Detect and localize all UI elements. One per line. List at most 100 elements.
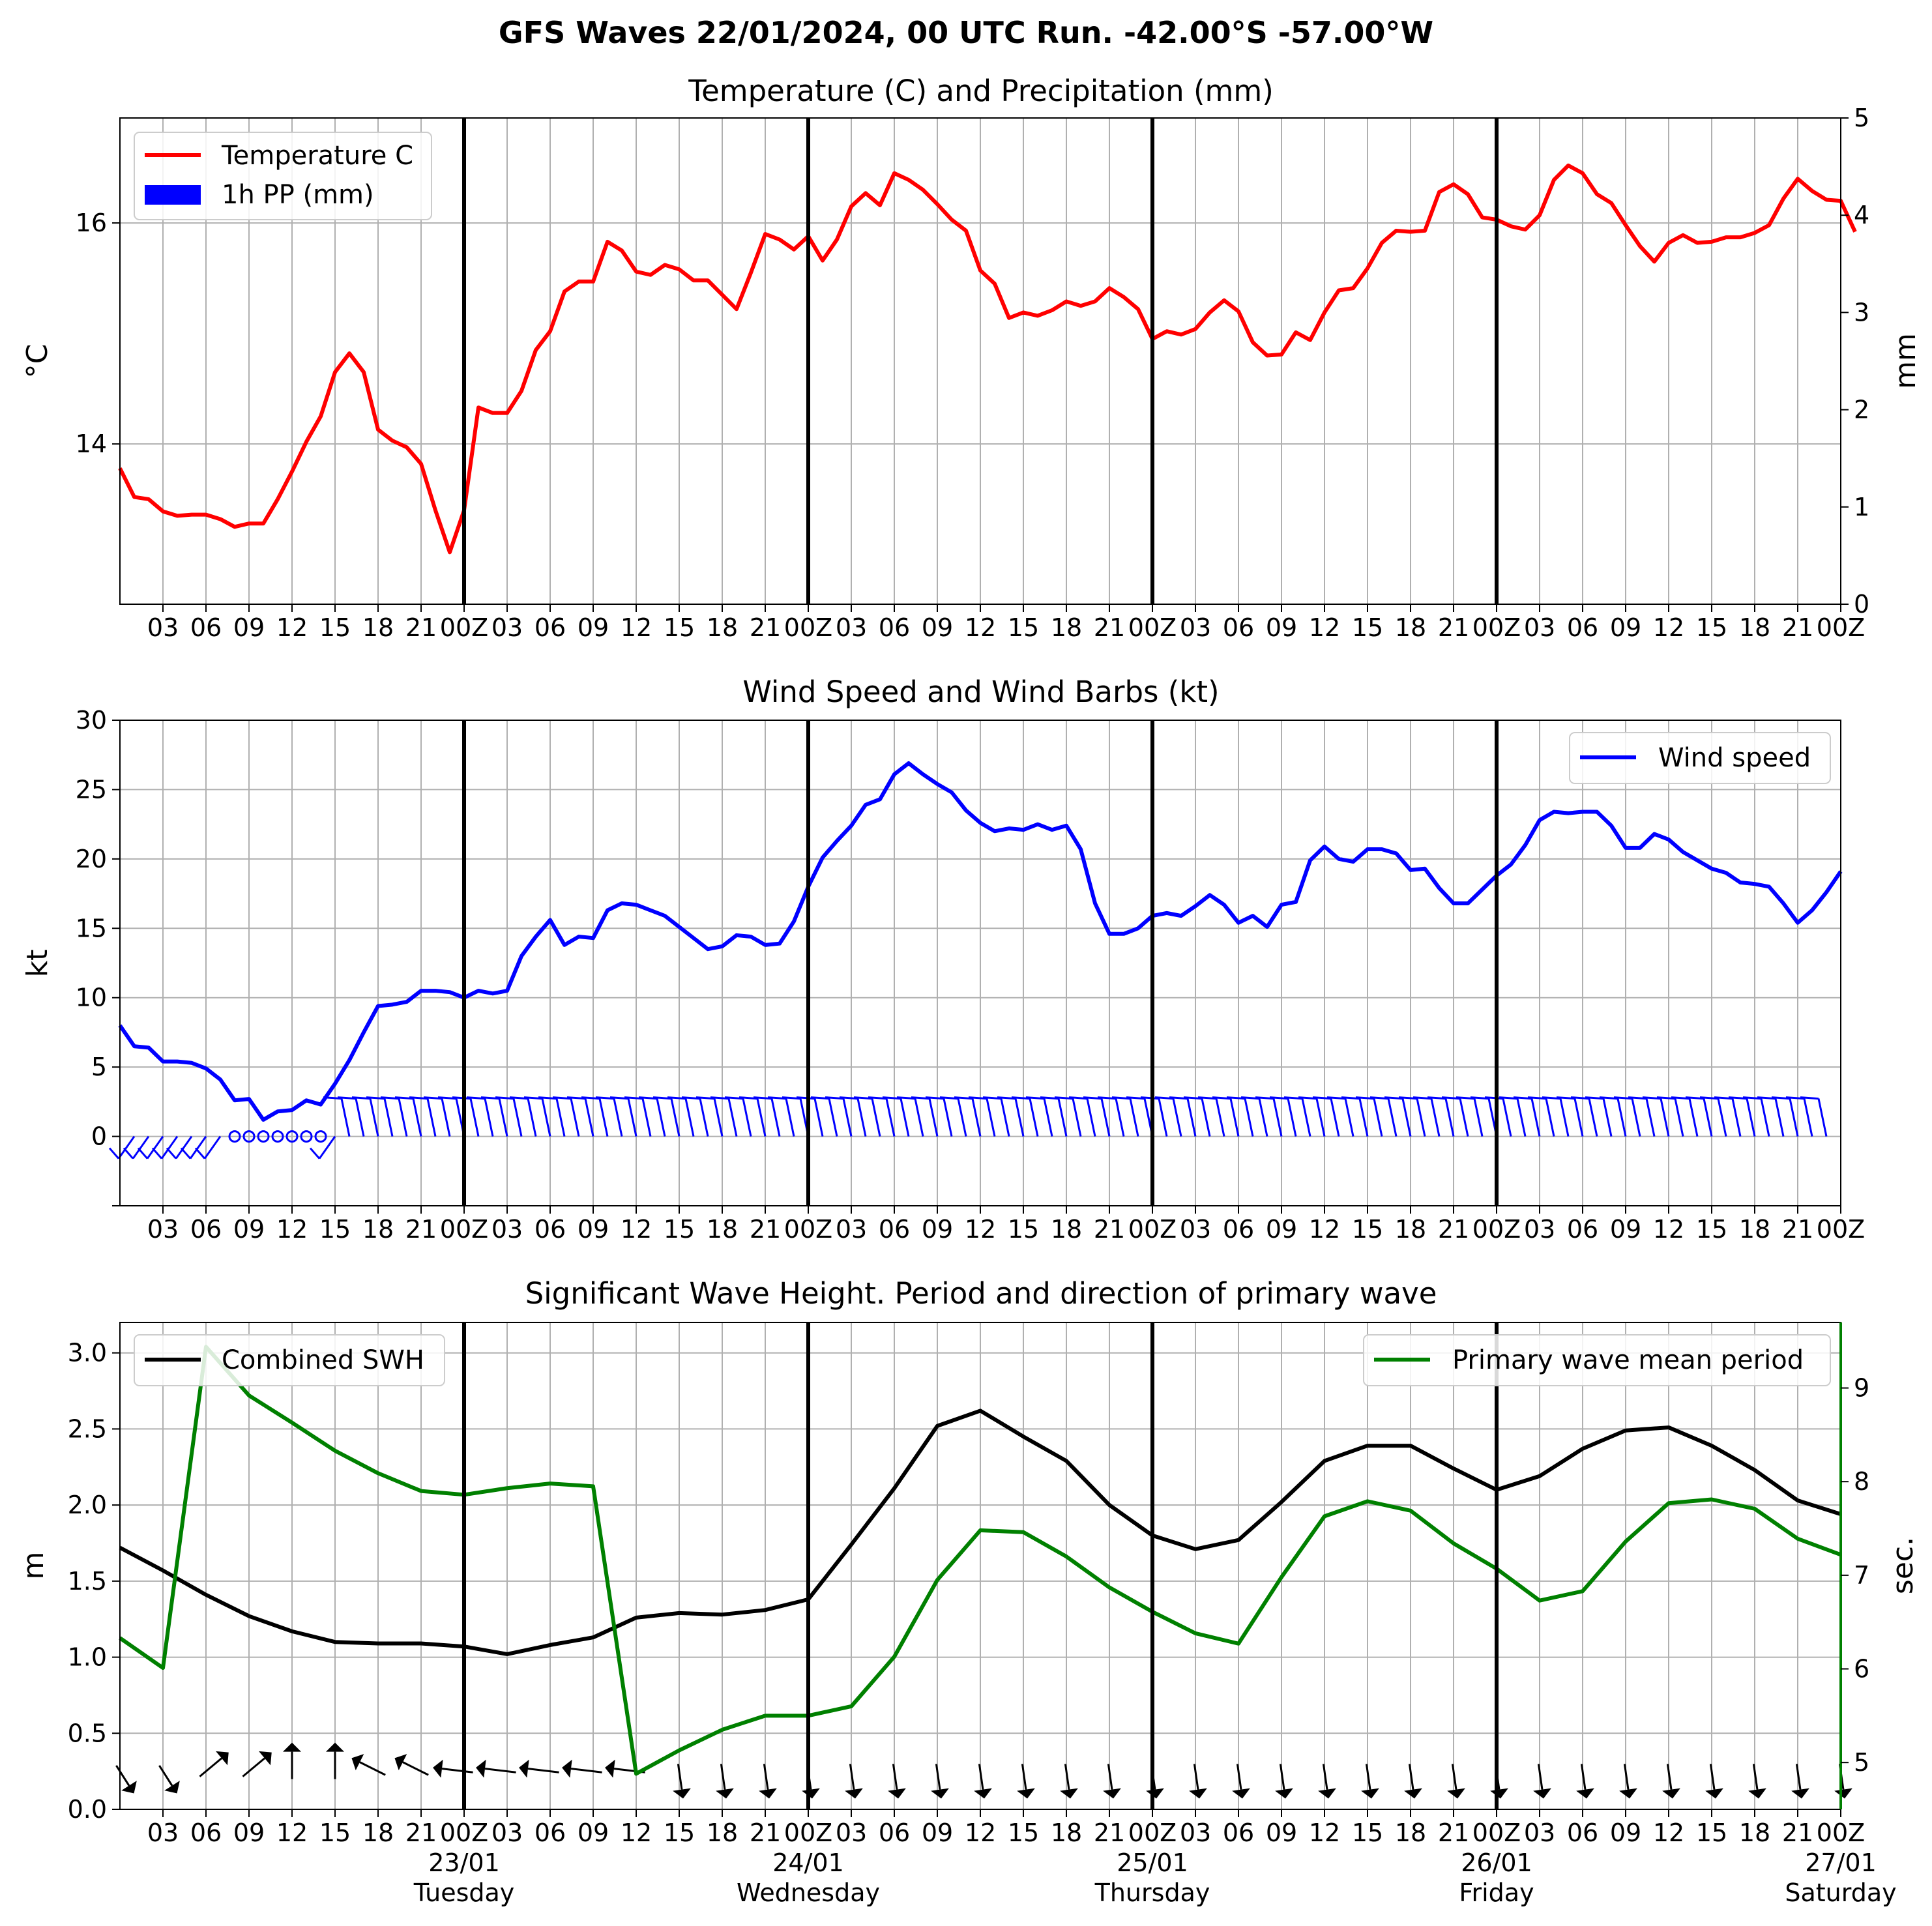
y-tick-label: 3.0: [68, 1339, 107, 1367]
wave-direction-arrowhead: [1318, 1788, 1336, 1799]
wind-barb-staff: [1215, 1098, 1225, 1137]
wave-direction-arrowhead: [433, 1759, 443, 1778]
day-date-label: 27/01: [1805, 1848, 1877, 1877]
wind-barb-staff: [641, 1098, 652, 1137]
x-tick-label: 09: [1610, 613, 1641, 642]
wind-barb-staff: [1444, 1098, 1455, 1137]
wind-barb-staff: [957, 1098, 967, 1137]
y2-tick-label: 5: [1854, 104, 1869, 132]
wind-barb-staff: [1760, 1098, 1770, 1137]
wind-barb-staff: [1172, 1098, 1182, 1137]
y-tick-label: 10: [76, 984, 107, 1012]
wind-barb-flag: [1040, 1096, 1059, 1100]
x-tick-label: 06: [1223, 1818, 1254, 1847]
wind-barb-flag: [1255, 1096, 1274, 1100]
wave-direction-arrowhead: [673, 1788, 691, 1799]
wind-barb-staff: [713, 1098, 724, 1137]
wind-barb-flag: [566, 1096, 586, 1100]
x-tick-label: 21: [1438, 613, 1469, 642]
wind-barb-staff: [1072, 1098, 1082, 1137]
y-tick-label: 2.0: [68, 1491, 107, 1519]
x-tick-label: 03: [491, 1215, 523, 1244]
wind-barb-flag: [1728, 1096, 1748, 1100]
wind-barb-staff: [656, 1098, 666, 1137]
x-tick-label: 18: [1395, 1818, 1426, 1847]
x-tick-label: 09: [233, 613, 265, 642]
wind-barb-flag: [1570, 1096, 1590, 1100]
wind-barb-flag: [1671, 1096, 1690, 1100]
wind-barb-staff: [340, 1098, 351, 1137]
wind-barb-flag: [452, 1096, 471, 1100]
wind-barb-staff: [613, 1098, 623, 1137]
wind-barb-staff: [1774, 1098, 1785, 1137]
x-tick-label: 06: [1567, 1215, 1598, 1244]
wind-barb-staff: [900, 1098, 910, 1137]
wind-barb-staff: [1545, 1098, 1555, 1137]
wind-barb-staff: [1559, 1098, 1570, 1137]
legend-precip-label: 1h PP (mm): [222, 180, 374, 210]
y2-tick-label: 6: [1854, 1655, 1869, 1684]
y2-tick-label: 9: [1854, 1374, 1869, 1403]
wind-barb-flag: [366, 1096, 385, 1100]
wave-direction-arrowhead: [1103, 1788, 1121, 1799]
x-tick-label: 18: [362, 1818, 394, 1847]
wind-barb-staff: [1115, 1098, 1125, 1137]
x-tick-label: 21: [1094, 613, 1125, 642]
wind-barb-staff: [684, 1098, 695, 1137]
wind-barb-calm: [271, 1130, 284, 1143]
wave-direction-arrow: [199, 1757, 222, 1777]
x-tick-label: 21: [1782, 613, 1813, 642]
x-tick-label: 12: [965, 1215, 996, 1244]
wind-barb-staff: [871, 1098, 881, 1137]
wind-barb-flag: [1154, 1096, 1174, 1100]
wave-direction-arrowhead: [476, 1759, 486, 1778]
wave-direction-arrowhead: [519, 1759, 529, 1778]
wind-barb-calm: [242, 1130, 256, 1143]
wind-barb-flag: [466, 1096, 486, 1100]
x-tick-label: 03: [836, 613, 867, 642]
x-tick-label: 06: [190, 1818, 222, 1847]
wind-barb-flag: [108, 1147, 120, 1160]
day-date-label: 24/01: [772, 1848, 844, 1877]
wave-direction-arrowhead: [1619, 1788, 1637, 1799]
wind-barb-flag: [1341, 1096, 1360, 1100]
wind-barb-flag: [123, 1147, 134, 1160]
day-date-label: 23/01: [428, 1848, 500, 1877]
x-tick-label: 09: [1266, 1215, 1297, 1244]
wind-barb-flag: [782, 1096, 801, 1100]
temperature-legend: Temperature C 1h PP (mm): [134, 132, 432, 220]
wave-direction-arrowhead: [259, 1751, 272, 1766]
wind-barb-staff: [1459, 1098, 1469, 1137]
x-tick-label: 12: [276, 1818, 308, 1847]
x-tick-label: 06: [1567, 1818, 1598, 1847]
x-tick-label: 18: [1051, 1818, 1082, 1847]
x-tick-label: 15: [1696, 1818, 1727, 1847]
x-tick-label: 21: [1782, 1818, 1813, 1847]
wind-barb-staff: [742, 1098, 752, 1137]
x-tick-label: 09: [1266, 1818, 1297, 1847]
x-tick-label: 21: [1094, 1818, 1125, 1847]
wind-barb-staff: [318, 1135, 336, 1160]
wind-barb-staff: [469, 1098, 480, 1137]
y2-tick-label: 7: [1854, 1561, 1869, 1590]
day-weekday-label: Saturday: [1785, 1878, 1896, 1907]
x-tick-label: 12: [1653, 1818, 1684, 1847]
wind-barb-flag: [1412, 1096, 1432, 1100]
wind-barb-staff: [1789, 1098, 1799, 1137]
wind-barb-flag: [1484, 1096, 1504, 1100]
wind-barb-flag: [638, 1096, 658, 1100]
wind-barb-staff: [1502, 1098, 1512, 1137]
y2-tick-label: 2: [1854, 396, 1869, 424]
wind-barb-staff: [627, 1098, 637, 1137]
wind-barb-staff: [1401, 1098, 1412, 1137]
wind-barb-flag: [337, 1096, 357, 1100]
wind-barb-staff: [383, 1098, 394, 1137]
wind-barb-calm: [257, 1130, 270, 1143]
wind-barb-flag: [1699, 1096, 1719, 1100]
wave-direction-arrowhead: [326, 1742, 344, 1752]
wave-direction-arrowhead: [1017, 1788, 1035, 1799]
wind-barb-flag: [581, 1096, 600, 1100]
wind-barb-flag: [1068, 1096, 1088, 1100]
x-tick-label: 00Z: [1128, 1818, 1177, 1847]
